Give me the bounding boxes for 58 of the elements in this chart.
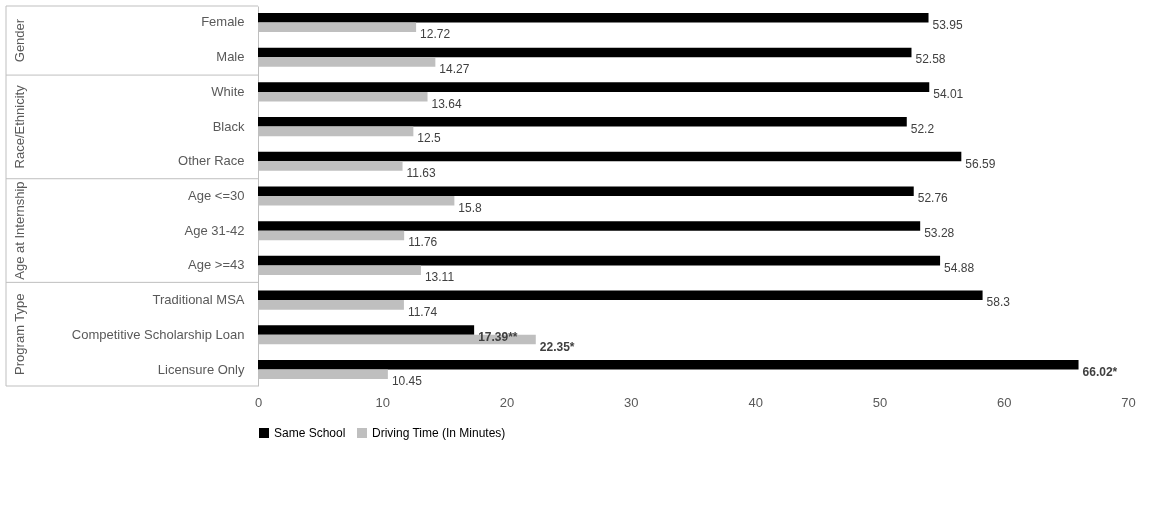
legend-label: Driving Time (In Minutes) — [372, 426, 506, 440]
data-label: 11.74 — [407, 304, 438, 319]
bar — [258, 359, 1079, 370]
data-label: 22.35* — [539, 339, 575, 354]
bar — [258, 117, 907, 127]
x-tick-label: 70 — [1121, 394, 1136, 410]
y-tick-label: Female — [201, 14, 245, 30]
y-tick-label: Age >=43 — [188, 257, 245, 273]
data-label: 17.39** — [478, 330, 518, 345]
data-label: 12.72 — [420, 27, 451, 42]
bar — [258, 47, 912, 58]
data-label: 56.59 — [965, 156, 996, 171]
data-label: 14.27 — [439, 61, 470, 76]
y-tick-label: Age 31-42 — [184, 222, 245, 238]
legend-label: Same School — [274, 426, 346, 440]
text: Gender — [12, 18, 27, 63]
bar — [258, 325, 475, 335]
y-tick-label: Male — [216, 49, 245, 65]
x-tick-label: 30 — [624, 394, 639, 410]
bar — [258, 12, 929, 23]
y-tick-label: Black — [212, 118, 245, 134]
text: Program Type — [12, 293, 27, 375]
data-label: 66.02* — [1082, 364, 1118, 379]
y-tick-label: Traditional MSA — [152, 292, 245, 308]
y-tick-label: White — [211, 83, 245, 99]
bar — [258, 221, 921, 231]
data-label: 54.01 — [933, 87, 964, 102]
data-label: 54.88 — [944, 260, 975, 275]
data-label: 58.3 — [986, 295, 1011, 310]
data-label: 15.8 — [458, 200, 483, 215]
data-label: 52.76 — [917, 191, 949, 206]
y-tick-label: Licensure Only — [157, 361, 245, 377]
x-tick-label: 20 — [499, 394, 515, 410]
y-tick-label: Age <=30 — [188, 188, 245, 203]
data-label: 13.64 — [431, 96, 462, 111]
text: Age at Internship — [12, 181, 27, 280]
y-tick-label: Competitive Scholarship Loan — [71, 326, 245, 342]
x-tick-label: 0 — [254, 394, 263, 410]
data-label: 53.95 — [932, 17, 963, 32]
data-label: 11.76 — [408, 235, 438, 250]
data-label: 12.5 — [417, 131, 442, 146]
data-label: 13.11 — [424, 270, 455, 285]
x-tick-label: 10 — [375, 394, 391, 410]
bar — [258, 151, 962, 162]
bar — [258, 186, 914, 196]
y-tick-label: Other Race — [178, 153, 245, 169]
data-label: 53.28 — [924, 225, 955, 240]
text: Race/Ethnicity — [12, 84, 27, 169]
x-tick-label: 50 — [872, 394, 888, 410]
data-label: 11.63 — [406, 166, 437, 181]
x-tick-label: 60 — [996, 394, 1012, 410]
bar — [258, 82, 930, 92]
data-label: 10.45 — [391, 374, 423, 389]
bar — [258, 255, 941, 266]
data-label: 52.2 — [910, 121, 935, 136]
data-label: 52.58 — [915, 52, 946, 67]
bar — [258, 290, 983, 301]
x-tick-label: 40 — [748, 394, 763, 410]
